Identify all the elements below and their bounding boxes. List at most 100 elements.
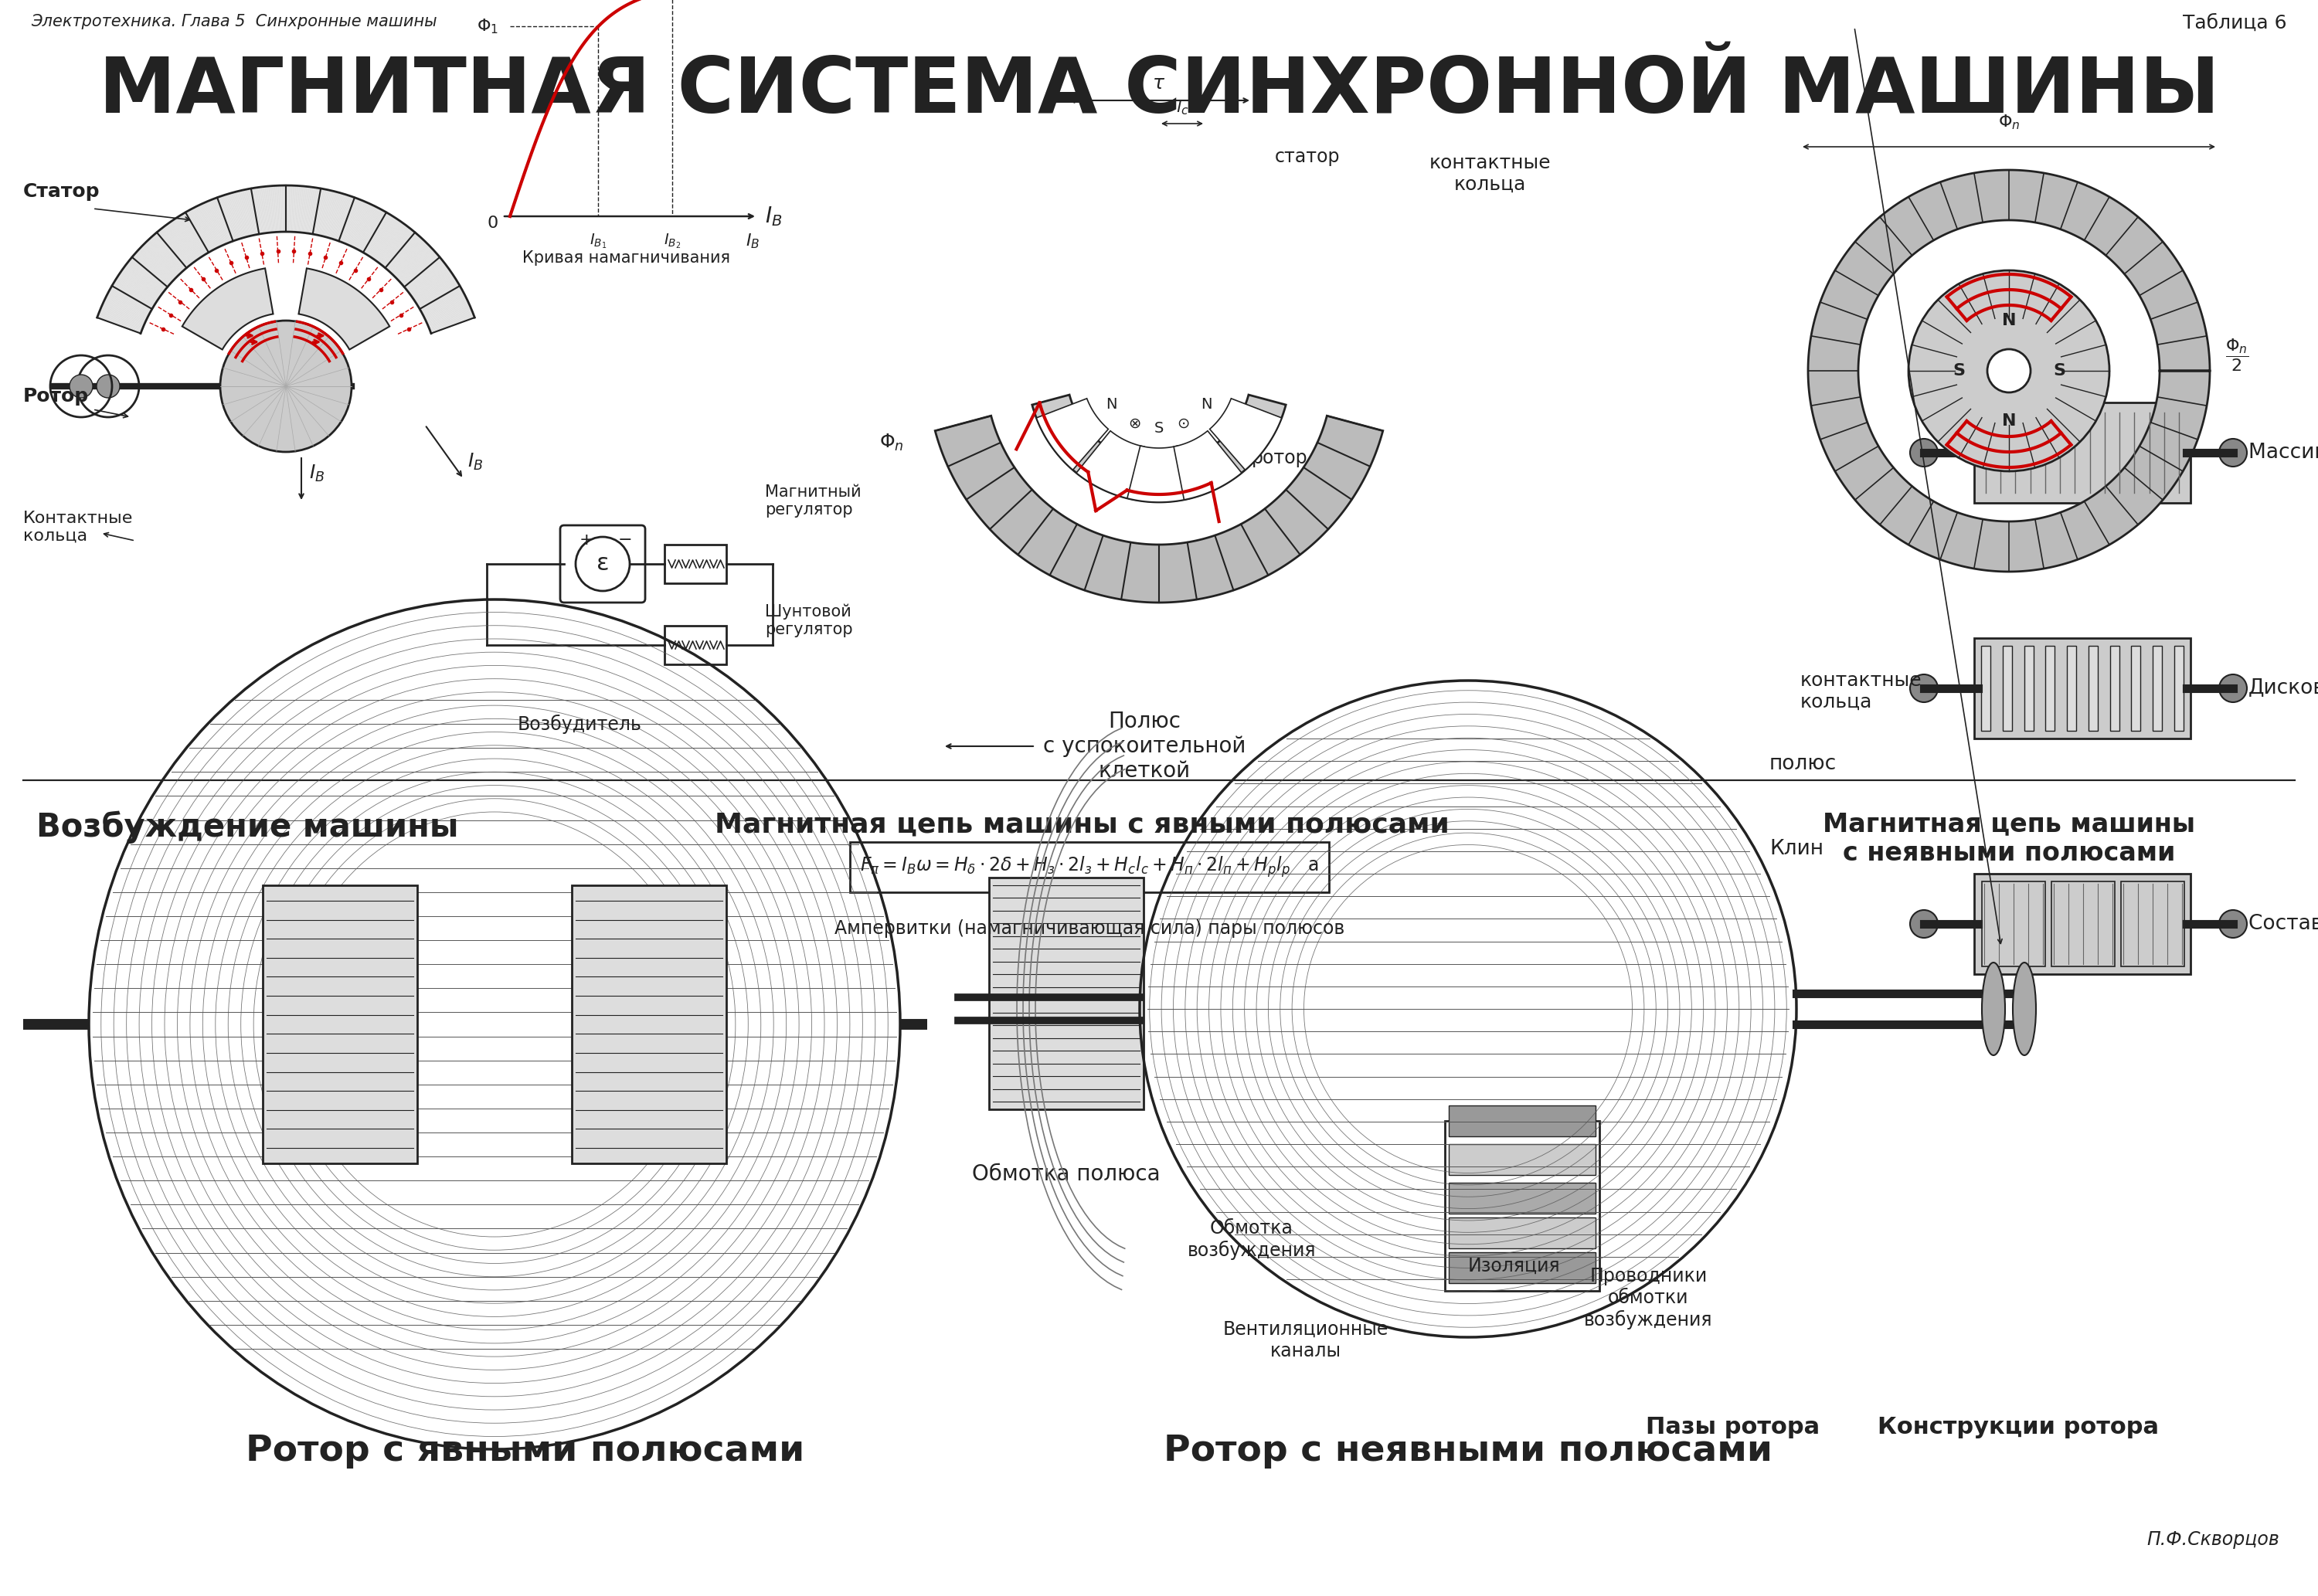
Polygon shape: [97, 316, 141, 332]
Text: S: S: [1154, 421, 1164, 436]
Polygon shape: [204, 203, 225, 246]
Polygon shape: [111, 287, 151, 311]
Polygon shape: [1173, 431, 1242, 500]
Polygon shape: [364, 212, 389, 254]
Polygon shape: [364, 212, 387, 252]
Polygon shape: [389, 236, 420, 271]
Polygon shape: [151, 238, 181, 273]
Polygon shape: [387, 235, 417, 270]
Polygon shape: [116, 278, 155, 303]
Polygon shape: [304, 187, 311, 233]
Polygon shape: [158, 231, 188, 268]
FancyBboxPatch shape: [1449, 1144, 1595, 1175]
Polygon shape: [167, 225, 195, 262]
Polygon shape: [410, 268, 450, 297]
FancyBboxPatch shape: [1975, 402, 2191, 503]
FancyBboxPatch shape: [278, 916, 401, 1133]
Polygon shape: [336, 196, 352, 241]
Polygon shape: [225, 195, 241, 239]
FancyBboxPatch shape: [2153, 646, 2163, 731]
Polygon shape: [424, 297, 466, 318]
Polygon shape: [225, 195, 239, 239]
FancyBboxPatch shape: [1982, 646, 1991, 731]
Text: Ротор с неявными полюсами: Ротор с неявными полюсами: [1164, 1433, 1773, 1468]
Polygon shape: [373, 222, 401, 260]
Polygon shape: [394, 243, 427, 276]
Polygon shape: [357, 207, 380, 249]
FancyBboxPatch shape: [2044, 646, 2054, 731]
FancyBboxPatch shape: [1444, 1120, 1599, 1291]
FancyBboxPatch shape: [1449, 1183, 1595, 1213]
Polygon shape: [118, 276, 158, 302]
Polygon shape: [389, 238, 422, 273]
Polygon shape: [158, 230, 188, 267]
Text: ε: ε: [596, 552, 610, 575]
Text: Проводники
обмотки
возбуждения: Проводники обмотки возбуждения: [1583, 1267, 1713, 1329]
Circle shape: [1910, 675, 1938, 702]
Polygon shape: [415, 275, 452, 300]
Polygon shape: [239, 190, 250, 236]
Polygon shape: [204, 203, 223, 246]
Polygon shape: [127, 263, 165, 292]
Polygon shape: [1127, 445, 1191, 503]
Polygon shape: [104, 300, 146, 321]
Polygon shape: [155, 233, 185, 268]
Text: Кривая намагничивания: Кривая намагничивания: [522, 251, 730, 267]
Polygon shape: [410, 268, 450, 295]
Polygon shape: [213, 198, 232, 243]
Polygon shape: [387, 235, 420, 271]
Text: $I_B$: $I_B$: [308, 463, 325, 484]
Text: N: N: [2003, 313, 2017, 329]
Polygon shape: [348, 203, 369, 246]
Polygon shape: [100, 308, 144, 327]
Polygon shape: [427, 300, 468, 321]
Polygon shape: [299, 187, 306, 233]
Text: S: S: [1952, 362, 1966, 378]
Polygon shape: [415, 278, 457, 303]
Polygon shape: [352, 204, 373, 247]
Polygon shape: [250, 188, 260, 235]
Polygon shape: [100, 311, 141, 330]
Polygon shape: [290, 185, 292, 231]
Polygon shape: [392, 241, 427, 275]
Polygon shape: [343, 200, 362, 243]
Polygon shape: [394, 244, 429, 278]
Polygon shape: [236, 192, 248, 236]
Polygon shape: [123, 267, 162, 295]
Polygon shape: [396, 247, 431, 279]
Polygon shape: [202, 204, 220, 246]
Text: МАГНИТНАЯ СИСТЕМА СИНХРОННОЙ МАШИНЫ: МАГНИТНАЯ СИСТЕМА СИНХРОННОЙ МАШИНЫ: [100, 54, 2218, 129]
Polygon shape: [102, 303, 146, 324]
Polygon shape: [329, 193, 343, 238]
Polygon shape: [359, 211, 382, 251]
Text: Ампервитки (намагничивающая сила) пары полюсов: Ампервитки (намагничивающая сила) пары п…: [834, 919, 1344, 938]
Polygon shape: [355, 207, 378, 249]
Polygon shape: [1808, 169, 2209, 571]
FancyBboxPatch shape: [2024, 646, 2033, 731]
Polygon shape: [348, 203, 369, 246]
Polygon shape: [369, 217, 396, 257]
Polygon shape: [352, 206, 376, 247]
Polygon shape: [403, 254, 438, 286]
Polygon shape: [132, 257, 167, 287]
Text: Вентиляционные
каналы: Вентиляционные каналы: [1224, 1320, 1388, 1360]
Polygon shape: [121, 271, 160, 298]
Polygon shape: [417, 279, 457, 305]
FancyBboxPatch shape: [586, 916, 712, 1133]
Polygon shape: [206, 201, 225, 244]
Text: Возбудитель: Возбудитель: [517, 715, 642, 734]
Polygon shape: [241, 190, 253, 236]
Text: П.Ф.Скворцов: П.Ф.Скворцов: [2146, 1531, 2279, 1548]
Polygon shape: [396, 246, 429, 279]
FancyBboxPatch shape: [1449, 1106, 1595, 1136]
Polygon shape: [104, 298, 146, 319]
Polygon shape: [104, 302, 146, 322]
Polygon shape: [422, 292, 464, 316]
Polygon shape: [308, 188, 318, 233]
Polygon shape: [338, 198, 357, 241]
Polygon shape: [165, 227, 192, 263]
Polygon shape: [389, 236, 422, 271]
Polygon shape: [229, 193, 243, 238]
Polygon shape: [183, 268, 274, 350]
Text: $I_B$: $I_B$: [746, 231, 760, 251]
